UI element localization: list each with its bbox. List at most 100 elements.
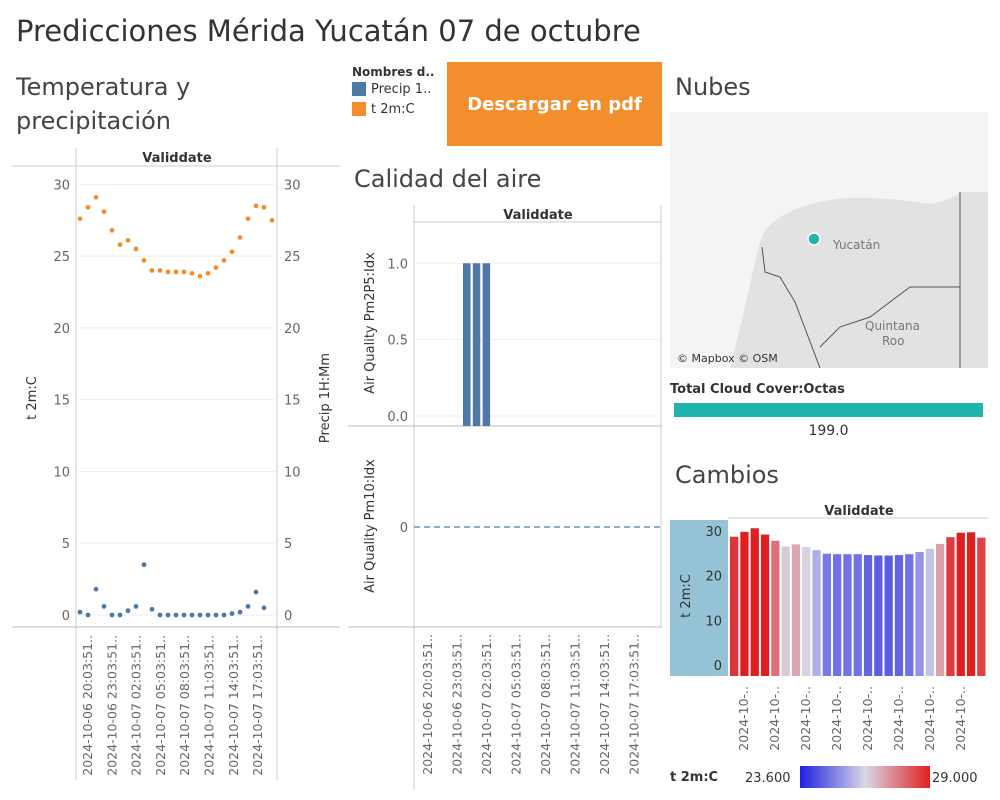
data-point[interactable] (205, 612, 211, 618)
x-tick-label: 2024-10-.. (829, 686, 844, 751)
data-point[interactable] (77, 216, 83, 222)
pm25-bar[interactable] (463, 263, 471, 426)
data-point[interactable] (141, 562, 147, 568)
data-point[interactable] (253, 203, 259, 209)
data-point[interactable] (149, 268, 155, 273)
chart-header: Validdate (142, 151, 212, 166)
change-bar[interactable] (740, 531, 749, 676)
data-point[interactable] (93, 586, 99, 592)
data-point[interactable] (237, 609, 243, 615)
data-point[interactable] (237, 235, 243, 240)
change-bar[interactable] (771, 540, 780, 676)
pm25-bar[interactable] (482, 263, 491, 426)
change-bar[interactable] (730, 536, 739, 676)
location-marker-icon[interactable] (807, 232, 821, 246)
legend-item-temp[interactable]: t 2m:C (352, 99, 434, 119)
change-bar[interactable] (853, 554, 862, 676)
data-point[interactable] (197, 612, 203, 618)
change-bar[interactable] (802, 547, 811, 676)
data-point[interactable] (133, 246, 139, 252)
data-point[interactable] (245, 216, 251, 222)
change-bar[interactable] (946, 537, 955, 676)
data-point[interactable] (109, 227, 115, 233)
data-point[interactable] (189, 612, 195, 618)
data-point[interactable] (197, 273, 203, 279)
color-scale-label: t 2m:C (670, 770, 719, 785)
data-point[interactable] (229, 249, 235, 255)
change-bar[interactable] (894, 555, 904, 676)
data-point[interactable] (125, 237, 131, 243)
data-point[interactable] (141, 258, 147, 263)
color-scale-min: 23.600 (745, 771, 791, 786)
data-point[interactable] (149, 606, 155, 612)
data-point[interactable] (173, 269, 179, 275)
data-point[interactable] (221, 258, 227, 263)
chart-header: Validdate (503, 208, 573, 223)
change-bar[interactable] (812, 550, 821, 676)
change-bar[interactable] (905, 554, 914, 676)
data-point[interactable] (117, 612, 123, 618)
legend-item-precip[interactable]: Precip 1.. (352, 79, 434, 99)
x-tick-label: 2024-10-.. (922, 686, 937, 751)
data-point[interactable] (173, 612, 179, 618)
y-tick-label: 0 (400, 521, 408, 536)
data-point[interactable] (117, 242, 123, 248)
x-tick-label: 2024-10-.. (767, 686, 782, 751)
change-bar[interactable] (966, 532, 976, 676)
data-point[interactable] (165, 269, 171, 275)
state-border (819, 286, 960, 348)
data-point[interactable] (205, 270, 211, 276)
data-point[interactable] (101, 209, 107, 215)
data-point[interactable] (101, 603, 107, 609)
change-bar[interactable] (863, 555, 873, 676)
change-bar[interactable] (884, 555, 893, 676)
data-point[interactable] (189, 270, 195, 276)
change-bar[interactable] (781, 546, 790, 676)
cloud-cover-label: Total Cloud Cover:Octas (670, 382, 845, 397)
section-title-changes: Cambios (675, 461, 779, 489)
change-bar[interactable] (977, 537, 986, 676)
y-tick-label: 0 (62, 609, 70, 624)
change-bar[interactable] (843, 554, 852, 676)
state-border (761, 246, 821, 368)
data-point[interactable] (261, 204, 267, 210)
data-point[interactable] (245, 603, 251, 609)
map-attribution[interactable]: © Mapbox © OSM (677, 352, 778, 365)
x-tick-label: 2024-10-07 11:03:51.. (202, 635, 217, 776)
clouds-map[interactable]: Yucatán Quintana Roo © Mapbox © OSM (670, 112, 988, 368)
data-point[interactable] (93, 194, 99, 200)
data-point[interactable] (213, 612, 219, 618)
change-bar[interactable] (936, 543, 945, 676)
change-bar[interactable] (956, 532, 965, 676)
x-tick-label: 2024-10-07 02:03:51.. (129, 635, 144, 776)
data-point[interactable] (181, 269, 187, 275)
data-point[interactable] (165, 612, 171, 618)
data-point[interactable] (125, 608, 131, 614)
change-bar[interactable] (833, 554, 842, 676)
change-bar[interactable] (760, 534, 770, 676)
data-point[interactable] (269, 217, 275, 223)
change-bar[interactable] (925, 548, 934, 676)
change-bar[interactable] (874, 555, 883, 676)
data-point[interactable] (157, 612, 163, 618)
data-point[interactable] (181, 612, 187, 618)
data-point[interactable] (213, 265, 219, 271)
change-bar[interactable] (750, 528, 759, 676)
data-point[interactable] (157, 268, 163, 273)
data-point[interactable] (133, 603, 139, 609)
cloud-cover-bar[interactable] (674, 403, 983, 417)
data-point[interactable] (221, 612, 227, 618)
change-bar[interactable] (822, 553, 831, 676)
download-pdf-button[interactable]: Descargar en pdf (447, 62, 662, 146)
map-label-roo: Roo (882, 334, 904, 348)
data-point[interactable] (77, 609, 83, 615)
data-point[interactable] (261, 605, 267, 611)
data-point[interactable] (229, 611, 235, 616)
data-point[interactable] (253, 589, 259, 595)
change-bar[interactable] (791, 544, 801, 676)
pm25-bar[interactable] (472, 263, 481, 426)
change-bar[interactable] (915, 551, 924, 676)
data-point[interactable] (85, 204, 91, 210)
data-point[interactable] (109, 612, 115, 618)
data-point[interactable] (85, 612, 91, 618)
